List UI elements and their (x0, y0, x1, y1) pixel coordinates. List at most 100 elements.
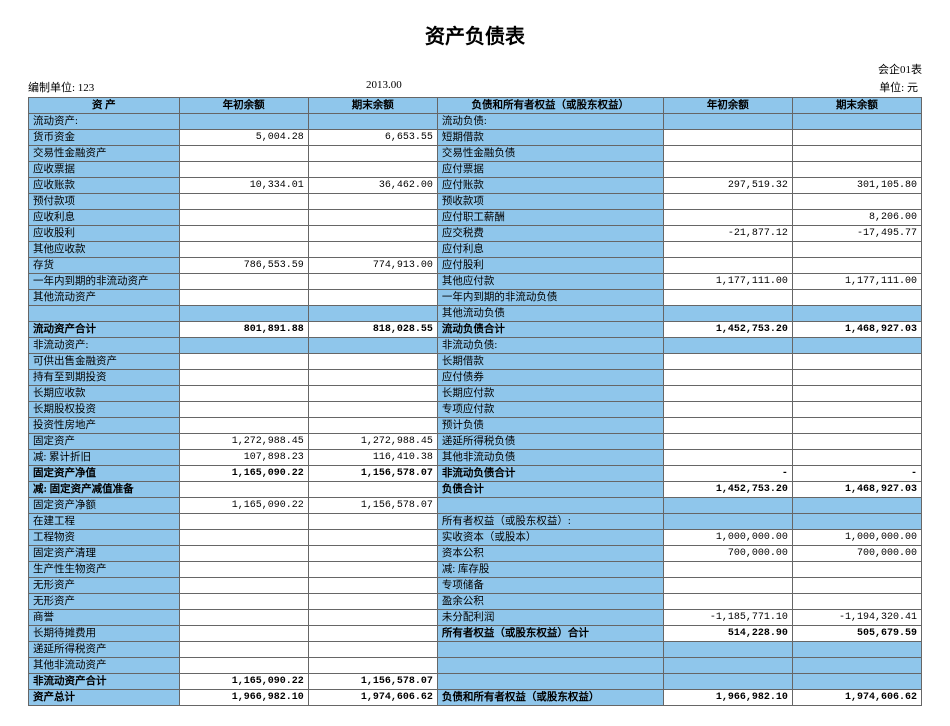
liab-begin (663, 578, 792, 594)
table-row: 固定资产净额1,165,090.221,156,578.07 (29, 498, 922, 514)
table-row: 投资性房地产预计负债 (29, 418, 922, 434)
liab-label: 应付职工薪酬 (437, 210, 663, 226)
asset-end: 1,156,578.07 (308, 674, 437, 690)
meta-row: 编制单位: 123 2013.00 单位: 元 (28, 79, 922, 95)
liab-end (792, 130, 921, 146)
table-row: 预付款项预收款项 (29, 194, 922, 210)
asset-end (308, 354, 437, 370)
table-row: 流动资产:流动负债: (29, 114, 922, 130)
liab-begin: 1,000,000.00 (663, 530, 792, 546)
page-title: 资产负债表 (28, 20, 922, 49)
asset-begin (179, 354, 308, 370)
liab-label (437, 658, 663, 674)
meta-left: 编制单位: 123 (28, 79, 366, 95)
liab-label: 所有者权益（或股东权益）: (437, 514, 663, 530)
asset-label (29, 306, 180, 322)
asset-begin (179, 418, 308, 434)
asset-label: 流动资产: (29, 114, 180, 130)
table-row: 生产性生物资产减: 库存股 (29, 562, 922, 578)
liab-label: 流动负债合计 (437, 322, 663, 338)
table-row: 非流动资产:非流动负债: (29, 338, 922, 354)
liab-label: 非流动负债: (437, 338, 663, 354)
table-row: 应收股利应交税费-21,877.12-17,495.77 (29, 226, 922, 242)
asset-end (308, 306, 437, 322)
asset-begin (179, 514, 308, 530)
table-row: 存货786,553.59774,913.00应付股利 (29, 258, 922, 274)
liab-label: 负债合计 (437, 482, 663, 498)
asset-end (308, 290, 437, 306)
table-row: 无形资产盈余公积 (29, 594, 922, 610)
liab-begin (663, 210, 792, 226)
table-row: 减: 累计折旧107,898.23116,410.38其他非流动负债 (29, 450, 922, 466)
table-row: 长期股权投资专项应付款 (29, 402, 922, 418)
liab-label: 长期借款 (437, 354, 663, 370)
asset-begin: 107,898.23 (179, 450, 308, 466)
table-row: 其他非流动资产 (29, 658, 922, 674)
liab-end (792, 386, 921, 402)
liab-end (792, 146, 921, 162)
asset-end (308, 114, 437, 130)
asset-end (308, 194, 437, 210)
liab-label: 应付债券 (437, 370, 663, 386)
asset-begin (179, 370, 308, 386)
liab-label: 负债和所有者权益（或股东权益） (437, 690, 663, 706)
asset-end (308, 338, 437, 354)
liab-begin (663, 386, 792, 402)
table-row: 可供出售金融资产长期借款 (29, 354, 922, 370)
asset-end (308, 594, 437, 610)
liab-label: 所有者权益（或股东权益）合计 (437, 626, 663, 642)
liab-label (437, 642, 663, 658)
balance-sheet-table: 资 产 年初余额 期末余额 负债和所有者权益（或股东权益） 年初余额 期末余额 … (28, 97, 922, 706)
liab-label: 应付利息 (437, 242, 663, 258)
liab-end (792, 514, 921, 530)
liab-end (792, 594, 921, 610)
table-row: 固定资产清理资本公积700,000.00700,000.00 (29, 546, 922, 562)
liab-label: 应付股利 (437, 258, 663, 274)
asset-end (308, 514, 437, 530)
asset-begin: 1,165,090.22 (179, 466, 308, 482)
asset-end (308, 386, 437, 402)
meta-right: 单位: 元 (636, 79, 922, 95)
asset-label: 在建工程 (29, 514, 180, 530)
asset-end: 6,653.55 (308, 130, 437, 146)
liab-begin (663, 114, 792, 130)
liab-end (792, 354, 921, 370)
asset-begin (179, 338, 308, 354)
asset-begin (179, 546, 308, 562)
asset-begin (179, 226, 308, 242)
liab-begin: 700,000.00 (663, 546, 792, 562)
liab-begin (663, 370, 792, 386)
asset-label: 无形资产 (29, 594, 180, 610)
liab-label: 专项储备 (437, 578, 663, 594)
liab-begin (663, 290, 792, 306)
asset-begin: 786,553.59 (179, 258, 308, 274)
asset-begin (179, 242, 308, 258)
liab-end (792, 498, 921, 514)
liab-end (792, 434, 921, 450)
asset-label: 其他流动资产 (29, 290, 180, 306)
asset-begin (179, 610, 308, 626)
asset-label: 应收账款 (29, 178, 180, 194)
asset-label: 交易性金融资产 (29, 146, 180, 162)
table-row: 应收利息应付职工薪酬8,206.00 (29, 210, 922, 226)
asset-begin: 1,966,982.10 (179, 690, 308, 706)
liab-end: 1,468,927.03 (792, 482, 921, 498)
liab-begin (663, 146, 792, 162)
asset-begin: 5,004.28 (179, 130, 308, 146)
table-row: 在建工程 所有者权益（或股东权益）: (29, 514, 922, 530)
liab-end (792, 306, 921, 322)
asset-begin (179, 290, 308, 306)
table-row: 无形资产专项储备 (29, 578, 922, 594)
liab-begin (663, 658, 792, 674)
liab-begin (663, 498, 792, 514)
asset-label: 商誉 (29, 610, 180, 626)
asset-begin (179, 194, 308, 210)
liab-end: - (792, 466, 921, 482)
asset-end (308, 146, 437, 162)
table-row: 其他流动资产一年内到期的非流动负债 (29, 290, 922, 306)
liab-label: 其他应付款 (437, 274, 663, 290)
meta-center: 2013.00 (366, 79, 636, 95)
asset-end (308, 626, 437, 642)
liab-begin: 297,519.32 (663, 178, 792, 194)
table-header-row: 资 产 年初余额 期末余额 负债和所有者权益（或股东权益） 年初余额 期末余额 (29, 98, 922, 114)
